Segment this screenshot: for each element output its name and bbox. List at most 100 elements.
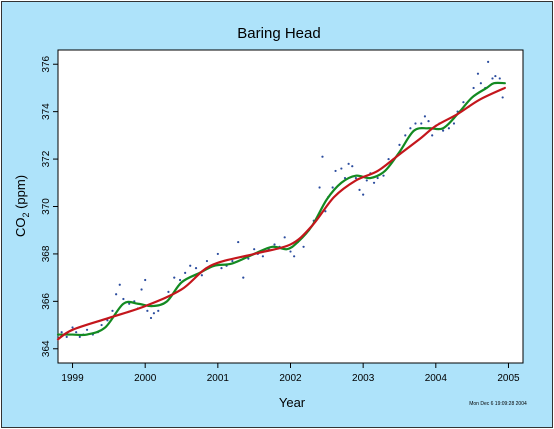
data-point [85, 328, 89, 331]
data-point [283, 236, 286, 239]
data-point [140, 288, 143, 291]
data-point [491, 77, 494, 80]
data-point [441, 129, 445, 132]
data-point [237, 240, 240, 244]
data-point [351, 165, 354, 168]
data-point [414, 122, 417, 125]
data-point [289, 250, 292, 253]
y-tick-label: 374 [41, 103, 52, 120]
data-point [146, 309, 149, 312]
data-point [431, 134, 434, 137]
data-point [106, 319, 109, 322]
data-point [293, 255, 296, 258]
data-point [354, 176, 357, 180]
x-tick-label: 2002 [279, 373, 302, 384]
data-point [189, 264, 192, 267]
data-point [247, 257, 250, 260]
data-point [479, 82, 482, 85]
data-point [157, 309, 160, 312]
y-tick-label: 364 [41, 340, 52, 357]
data-point [60, 331, 63, 334]
data-point [420, 122, 423, 125]
x-axis-label: Year [279, 395, 306, 410]
data-point [65, 335, 68, 339]
y-tick-label: 372 [41, 150, 52, 167]
data-point [362, 193, 365, 196]
data-point [409, 127, 412, 130]
plot-area [57, 49, 524, 364]
x-axis: 1999 2000 2001 2002 2003 2004 2005 [61, 363, 520, 384]
data-point [447, 127, 450, 130]
trend-line [56, 86, 506, 341]
data-point [173, 276, 176, 279]
data-point [498, 77, 501, 80]
data-point [200, 274, 203, 277]
data-point [253, 248, 256, 251]
y-tick-label: 366 [41, 293, 52, 310]
data-point [387, 157, 390, 161]
data-point [334, 169, 337, 173]
y-tick-label: 376 [41, 55, 52, 72]
data-point [318, 186, 321, 189]
data-point [365, 179, 368, 182]
data-point [78, 335, 81, 339]
data-point [261, 255, 264, 258]
data-point [122, 297, 125, 301]
smooth-fit-line [56, 81, 506, 337]
x-tick-label: 2001 [207, 373, 230, 384]
data-point [382, 174, 385, 177]
data-point [178, 278, 182, 282]
data-point [273, 243, 276, 246]
timestamp-label: Mon Dec 6 19:09:28 2004 [469, 401, 527, 407]
data-point [358, 188, 361, 192]
data-point [427, 120, 430, 123]
y-tick-label: 368 [41, 245, 52, 262]
data-point [152, 312, 156, 315]
data-point [347, 162, 350, 165]
data-point [144, 278, 147, 282]
x-tick-label: 1999 [61, 373, 84, 384]
data-point [220, 267, 223, 270]
data-point [372, 181, 376, 184]
data-point [423, 115, 427, 118]
data-point [472, 86, 475, 90]
data-point [302, 245, 305, 248]
x-tick-label: 2003 [352, 373, 375, 384]
data-point [494, 74, 497, 78]
y-axis-label: CO2 (ppm) [13, 175, 31, 237]
data-point [167, 290, 170, 293]
data-point [184, 271, 187, 274]
y-tick-label: 370 [41, 198, 52, 215]
x-tick-label: 2000 [134, 373, 157, 384]
y-axis-label-unit: (ppm) [13, 175, 28, 213]
series-layer [56, 60, 506, 341]
data-point [115, 293, 118, 296]
data-point [71, 326, 74, 329]
y-axis: 364 366 368 370 372 374 376 [41, 55, 58, 357]
data-point [149, 316, 153, 320]
data-point [398, 143, 401, 146]
data-point [242, 276, 245, 279]
data-point [231, 259, 234, 263]
data-point [404, 134, 407, 137]
data-point [118, 283, 121, 286]
y-axis-label-subscript: 2 [21, 213, 31, 218]
y-axis-label-main: CO [13, 218, 28, 238]
data-point [487, 60, 490, 63]
data-point [462, 101, 465, 104]
data-point [194, 267, 198, 270]
data-point [476, 72, 480, 75]
data-point [452, 122, 456, 125]
x-tick-label: 2004 [425, 373, 448, 384]
chart-title: Baring Head [237, 25, 320, 42]
data-point [216, 252, 219, 256]
data-point [331, 186, 334, 189]
data-point [340, 167, 343, 170]
data-point [501, 96, 504, 99]
data-point [376, 176, 379, 180]
data-point [321, 155, 324, 158]
data-point [205, 259, 209, 263]
data-point [100, 323, 103, 327]
